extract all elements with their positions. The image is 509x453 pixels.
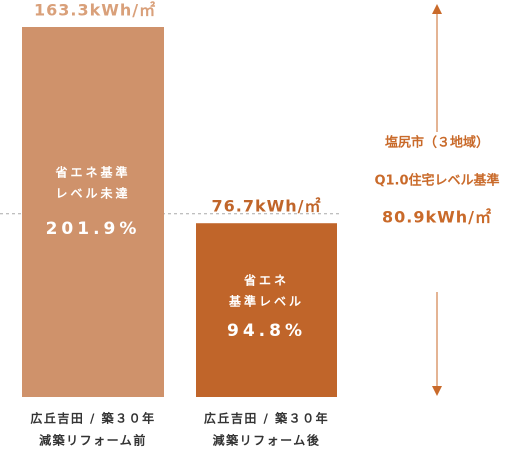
bar-label: 省エネ基準 <box>54 165 130 180</box>
x-tick-label: 広丘吉田 / 築３０年 <box>30 411 155 426</box>
x-tick-label: 減築リフォーム後 <box>213 433 321 448</box>
reference-label: Q1.0住宅レベル基準 <box>374 173 499 189</box>
bar <box>196 223 337 397</box>
reference-value-label: 80.9kWh/㎡ <box>382 208 492 227</box>
bar-label: 基準レベル <box>228 294 304 309</box>
arrow-down-head <box>432 386 442 396</box>
bar-label: 省エネ <box>243 273 289 288</box>
reference-label: 塩尻市（３地域） <box>385 135 489 151</box>
value-label: 163.3kWh/㎡ <box>34 1 156 20</box>
arrow-up-head <box>432 4 442 14</box>
value-label: 76.7kWh/㎡ <box>211 197 321 216</box>
bar <box>22 27 164 397</box>
x-tick-label: 広丘吉田 / 築３０年 <box>204 411 329 426</box>
bar-percent: 94.8% <box>227 321 306 341</box>
bar-percent: 201.9% <box>46 219 141 239</box>
bar-label: レベル未達 <box>55 186 130 201</box>
x-tick-label: 減築リフォーム前 <box>39 433 147 448</box>
